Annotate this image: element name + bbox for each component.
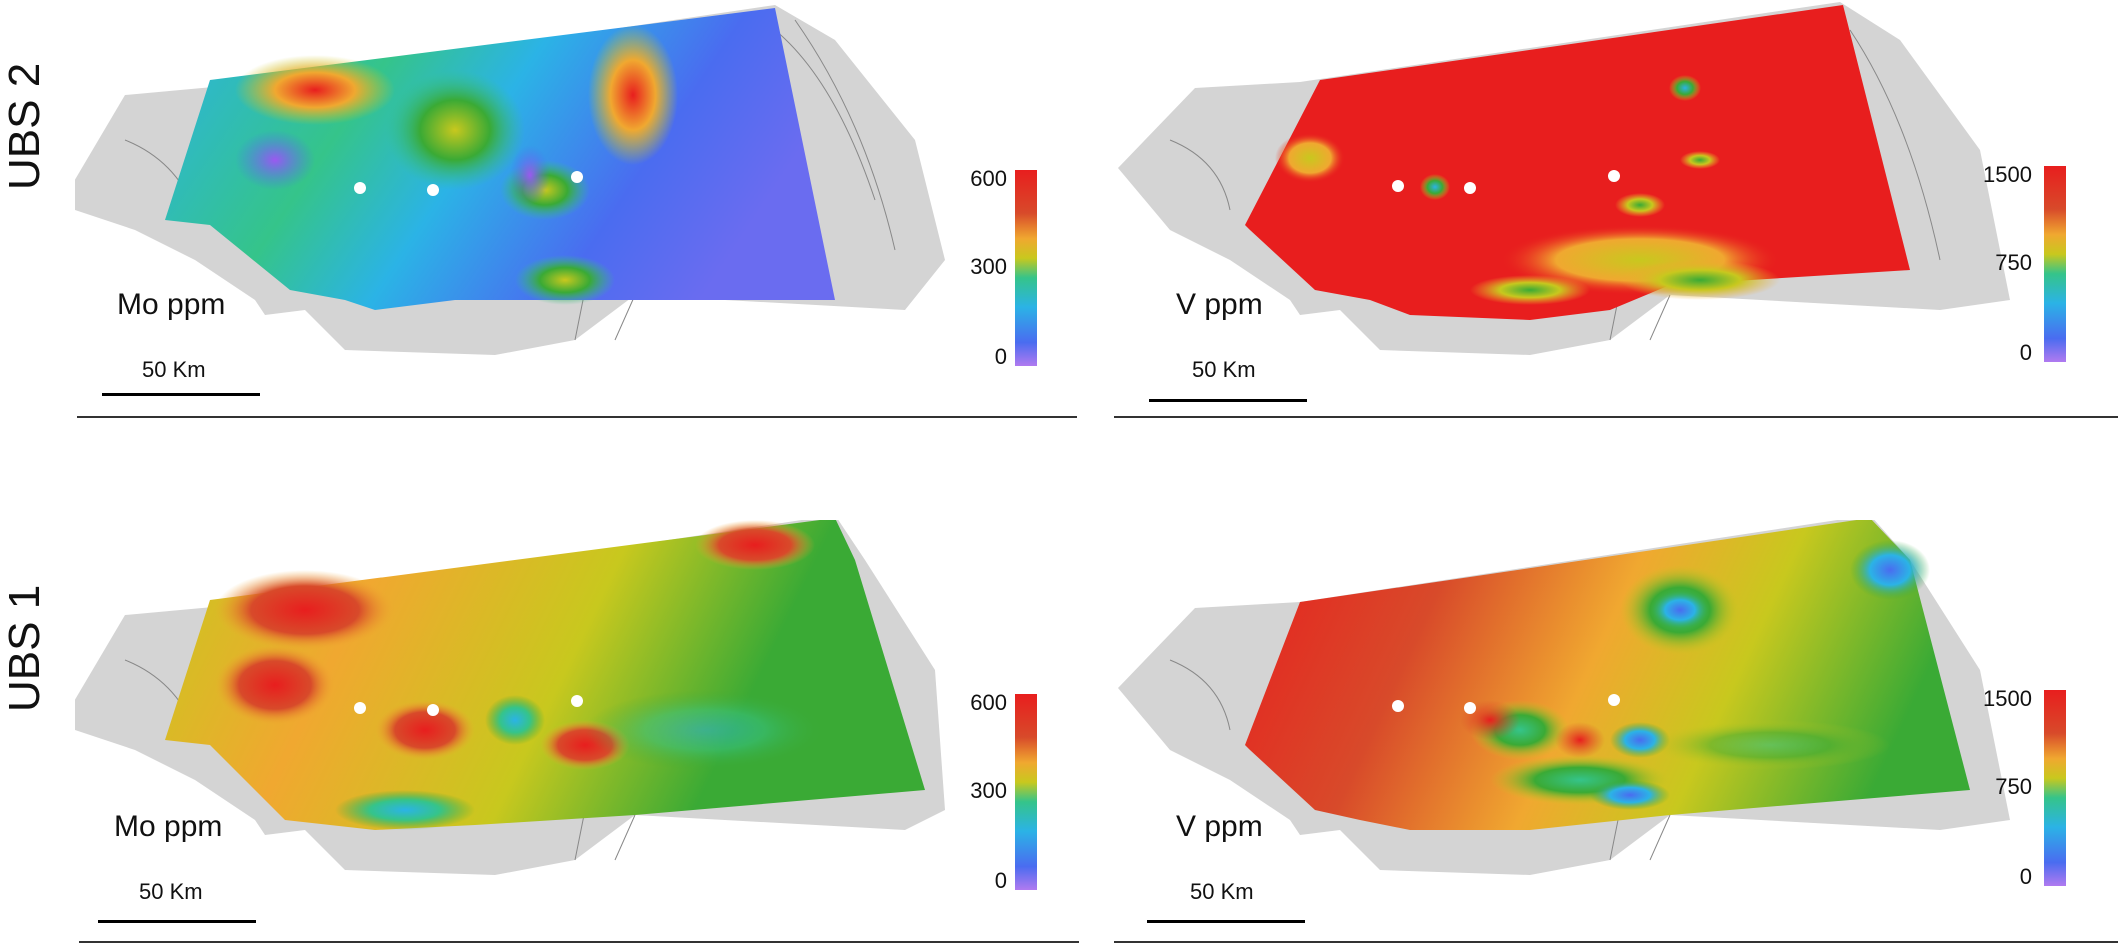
legend-tick-min: 0	[2019, 864, 2032, 889]
sample-marker	[427, 704, 439, 716]
map-panel-v-ubs1: V ppm 50 Km 1500 750 0	[1110, 520, 2110, 940]
map-v-ubs1	[1118, 520, 2066, 886]
map-panel-v-ubs2: V ppm 50 Km 1500 750 0	[1110, 0, 2110, 420]
terrain-contour	[1169, 29, 1941, 341]
divider-line	[1114, 941, 2118, 943]
legend-tick-mid: 750	[1995, 774, 2032, 799]
legend-tick-max: 600	[970, 690, 1007, 715]
scalebar-label: 50 Km	[1192, 357, 1256, 382]
legend-tick-max: 600	[970, 166, 1007, 191]
sample-marker	[1608, 694, 1620, 706]
scalebar-label: 50 Km	[1190, 879, 1254, 904]
legend-colorbar	[2044, 166, 2066, 362]
legend-tick-min: 0	[994, 868, 1007, 893]
scalebar	[98, 920, 256, 923]
divider-line	[1114, 416, 2118, 418]
terrain-contour	[124, 19, 896, 341]
map-mo-ubs1	[75, 520, 1037, 890]
sample-marker	[1464, 702, 1476, 714]
sample-marker	[427, 184, 439, 196]
row-label-ubs2: UBS 2	[0, 62, 49, 190]
variable-label: Mo ppm	[117, 288, 226, 321]
scalebar	[102, 393, 260, 396]
map-v-ubs2	[1118, 2, 2066, 362]
sample-marker	[354, 182, 366, 194]
legend-tick-max: 1500	[1983, 162, 2032, 187]
divider-line	[77, 416, 1077, 418]
sample-marker	[571, 695, 583, 707]
legend-colorbar	[1015, 694, 1037, 890]
legend-colorbar	[1015, 170, 1037, 366]
sample-marker	[571, 171, 583, 183]
divider-line	[79, 941, 1079, 943]
sample-marker	[1392, 180, 1404, 192]
sample-marker	[1464, 182, 1476, 194]
variable-label: Mo ppm	[114, 810, 223, 843]
legend-tick-mid: 300	[970, 254, 1007, 279]
legend-tick-mid: 300	[970, 778, 1007, 803]
sample-marker	[354, 702, 366, 714]
legend-tick-max: 1500	[1983, 686, 2032, 711]
scalebar-label: 50 Km	[142, 357, 206, 382]
legend-colorbar	[2044, 690, 2066, 886]
map-panel-mo-ubs2: Mo ppm 50 Km 600 300 0	[75, 0, 1075, 420]
legend-tick-min: 0	[2019, 340, 2032, 365]
variable-label: V ppm	[1176, 810, 1263, 843]
scalebar	[1149, 399, 1307, 402]
map-mo-ubs2	[75, 5, 1037, 366]
legend-tick-min: 0	[994, 344, 1007, 369]
variable-label: V ppm	[1176, 288, 1263, 321]
scalebar-label: 50 Km	[139, 879, 203, 904]
map-panel-mo-ubs1: Mo ppm 50 Km 600 300 0	[75, 520, 1075, 940]
sample-marker	[1608, 170, 1620, 182]
legend-tick-mid: 750	[1995, 250, 2032, 275]
row-label-ubs1: UBS 1	[0, 584, 49, 712]
sample-marker	[1392, 700, 1404, 712]
scalebar	[1147, 920, 1305, 923]
